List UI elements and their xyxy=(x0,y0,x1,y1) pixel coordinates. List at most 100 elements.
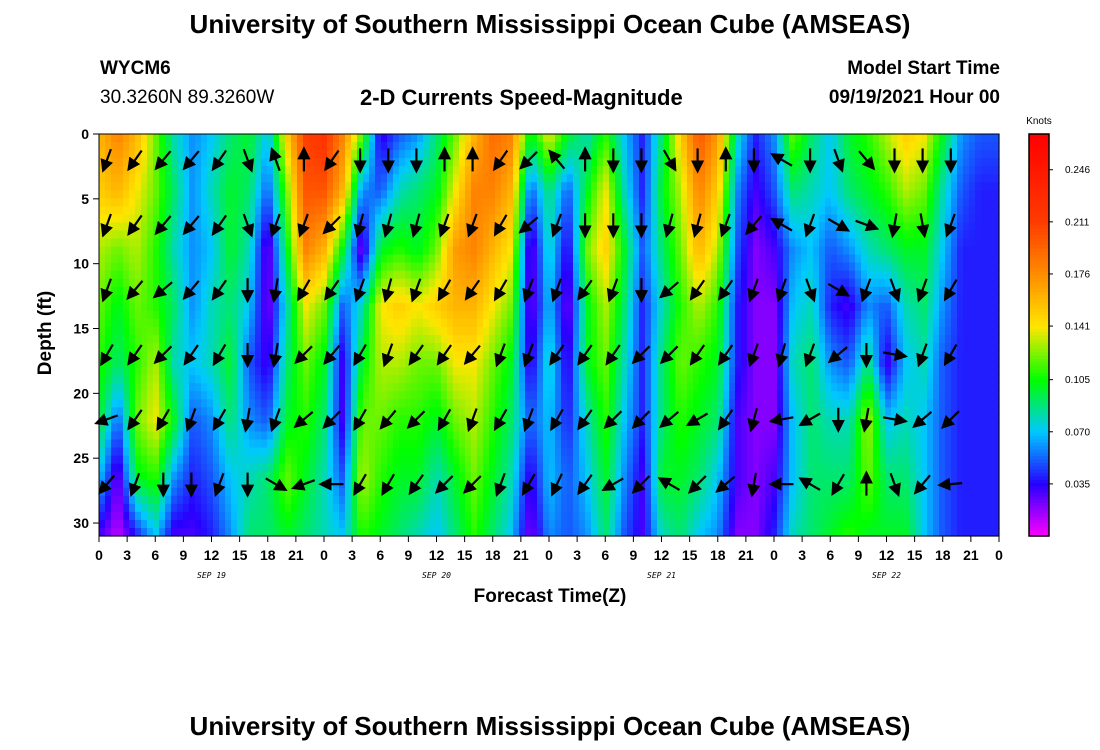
heatmap-cell xyxy=(375,463,382,473)
heatmap-cell xyxy=(339,503,346,513)
heatmap-cell xyxy=(507,166,514,175)
heatmap-cell xyxy=(297,198,304,207)
heatmap-cell xyxy=(231,391,238,400)
heatmap-cell xyxy=(471,270,478,280)
heatmap-cell xyxy=(495,270,502,280)
heatmap-cell xyxy=(297,431,304,441)
heatmap-cell xyxy=(321,286,328,296)
heatmap-cell xyxy=(375,527,382,537)
heatmap-cell xyxy=(657,455,664,465)
heatmap-cell xyxy=(447,495,454,505)
heatmap-cell xyxy=(627,519,634,529)
heatmap-cell xyxy=(285,158,292,167)
heatmap-cell xyxy=(441,214,448,224)
heatmap-cell xyxy=(513,278,520,288)
heatmap-cell xyxy=(213,519,220,529)
heatmap-cell xyxy=(111,335,118,344)
heatmap-cell xyxy=(135,182,142,191)
heatmap-cell xyxy=(417,335,424,344)
heatmap-cell xyxy=(297,142,304,151)
heatmap-cell xyxy=(321,238,328,248)
heatmap-cell xyxy=(519,471,526,481)
heatmap-cell xyxy=(681,343,688,352)
heatmap-cell xyxy=(231,455,238,465)
heatmap-cell xyxy=(309,134,316,143)
heatmap-cell xyxy=(117,254,124,264)
heatmap-cell xyxy=(111,431,118,441)
heatmap-cell xyxy=(591,511,598,521)
heatmap-cell xyxy=(483,286,490,296)
heatmap-cell xyxy=(345,439,352,449)
heatmap-cell xyxy=(225,487,232,497)
heatmap-cell xyxy=(231,471,238,481)
heatmap-cell xyxy=(429,150,436,159)
heatmap-cell xyxy=(321,463,328,473)
heatmap-cell xyxy=(135,439,142,449)
heatmap-cell xyxy=(501,495,508,505)
heatmap-cell xyxy=(387,407,394,416)
heatmap-cell xyxy=(267,310,274,320)
heatmap-cell xyxy=(189,343,196,352)
heatmap-cell xyxy=(579,471,586,481)
heatmap-cell xyxy=(345,294,352,304)
heatmap-cell xyxy=(207,519,214,529)
heatmap-cell xyxy=(531,214,538,224)
heatmap-cell xyxy=(375,391,382,400)
heatmap-cell xyxy=(573,423,580,433)
heatmap-cell xyxy=(501,423,508,433)
heatmap-cell xyxy=(657,326,664,336)
heatmap-cell xyxy=(573,302,580,312)
heatmap-cell xyxy=(621,286,628,296)
heatmap-cell xyxy=(261,294,268,304)
heatmap-cell xyxy=(489,527,496,537)
heatmap-cell xyxy=(123,230,130,240)
heatmap-cell xyxy=(387,198,394,207)
heatmap-cell xyxy=(321,407,328,416)
heatmap-cell xyxy=(537,351,544,360)
heatmap-cell xyxy=(237,254,244,264)
heatmap-cell xyxy=(183,463,190,473)
heatmap-cell xyxy=(447,487,454,497)
heatmap-cell xyxy=(285,359,292,368)
heatmap-cell xyxy=(681,166,688,175)
heatmap-cell xyxy=(435,158,442,167)
heatmap-cell xyxy=(687,278,694,288)
heatmap-cell xyxy=(621,431,628,441)
heatmap-cell xyxy=(339,294,346,304)
heatmap-cell xyxy=(627,286,634,296)
heatmap-cell xyxy=(591,367,598,376)
heatmap-cell xyxy=(477,399,484,408)
heatmap-cell xyxy=(375,150,382,159)
heatmap-cell xyxy=(537,399,544,408)
heatmap-cell xyxy=(501,335,508,344)
heatmap-cell xyxy=(363,142,370,151)
heatmap-cell xyxy=(231,359,238,368)
heatmap-cell xyxy=(165,190,172,199)
heatmap-cell xyxy=(285,447,292,457)
heatmap-cell xyxy=(681,399,688,408)
heatmap-cell xyxy=(201,527,208,537)
heatmap-cell xyxy=(657,222,664,232)
heatmap-cell xyxy=(369,399,376,408)
heatmap-cell xyxy=(267,479,274,489)
heatmap-cell xyxy=(561,383,568,392)
heatmap-cell xyxy=(297,318,304,328)
heatmap-cell xyxy=(663,519,670,529)
heatmap-cell xyxy=(591,495,598,505)
heatmap-cell xyxy=(465,182,472,191)
heatmap-cell xyxy=(411,318,418,328)
heatmap-cell xyxy=(297,246,304,256)
heatmap-cell xyxy=(645,375,652,384)
heatmap-cell xyxy=(117,302,124,312)
heatmap-cell xyxy=(423,286,430,296)
heatmap-cell xyxy=(171,511,178,521)
heatmap-cell xyxy=(207,399,214,408)
heatmap-cell xyxy=(441,487,448,497)
heatmap-cell xyxy=(171,519,178,529)
heatmap-cell xyxy=(279,447,286,457)
heatmap-cell xyxy=(309,447,316,457)
heatmap-cell xyxy=(591,351,598,360)
heatmap-cell xyxy=(255,471,262,481)
heatmap-cell xyxy=(177,375,184,384)
heatmap-cell xyxy=(669,270,676,280)
